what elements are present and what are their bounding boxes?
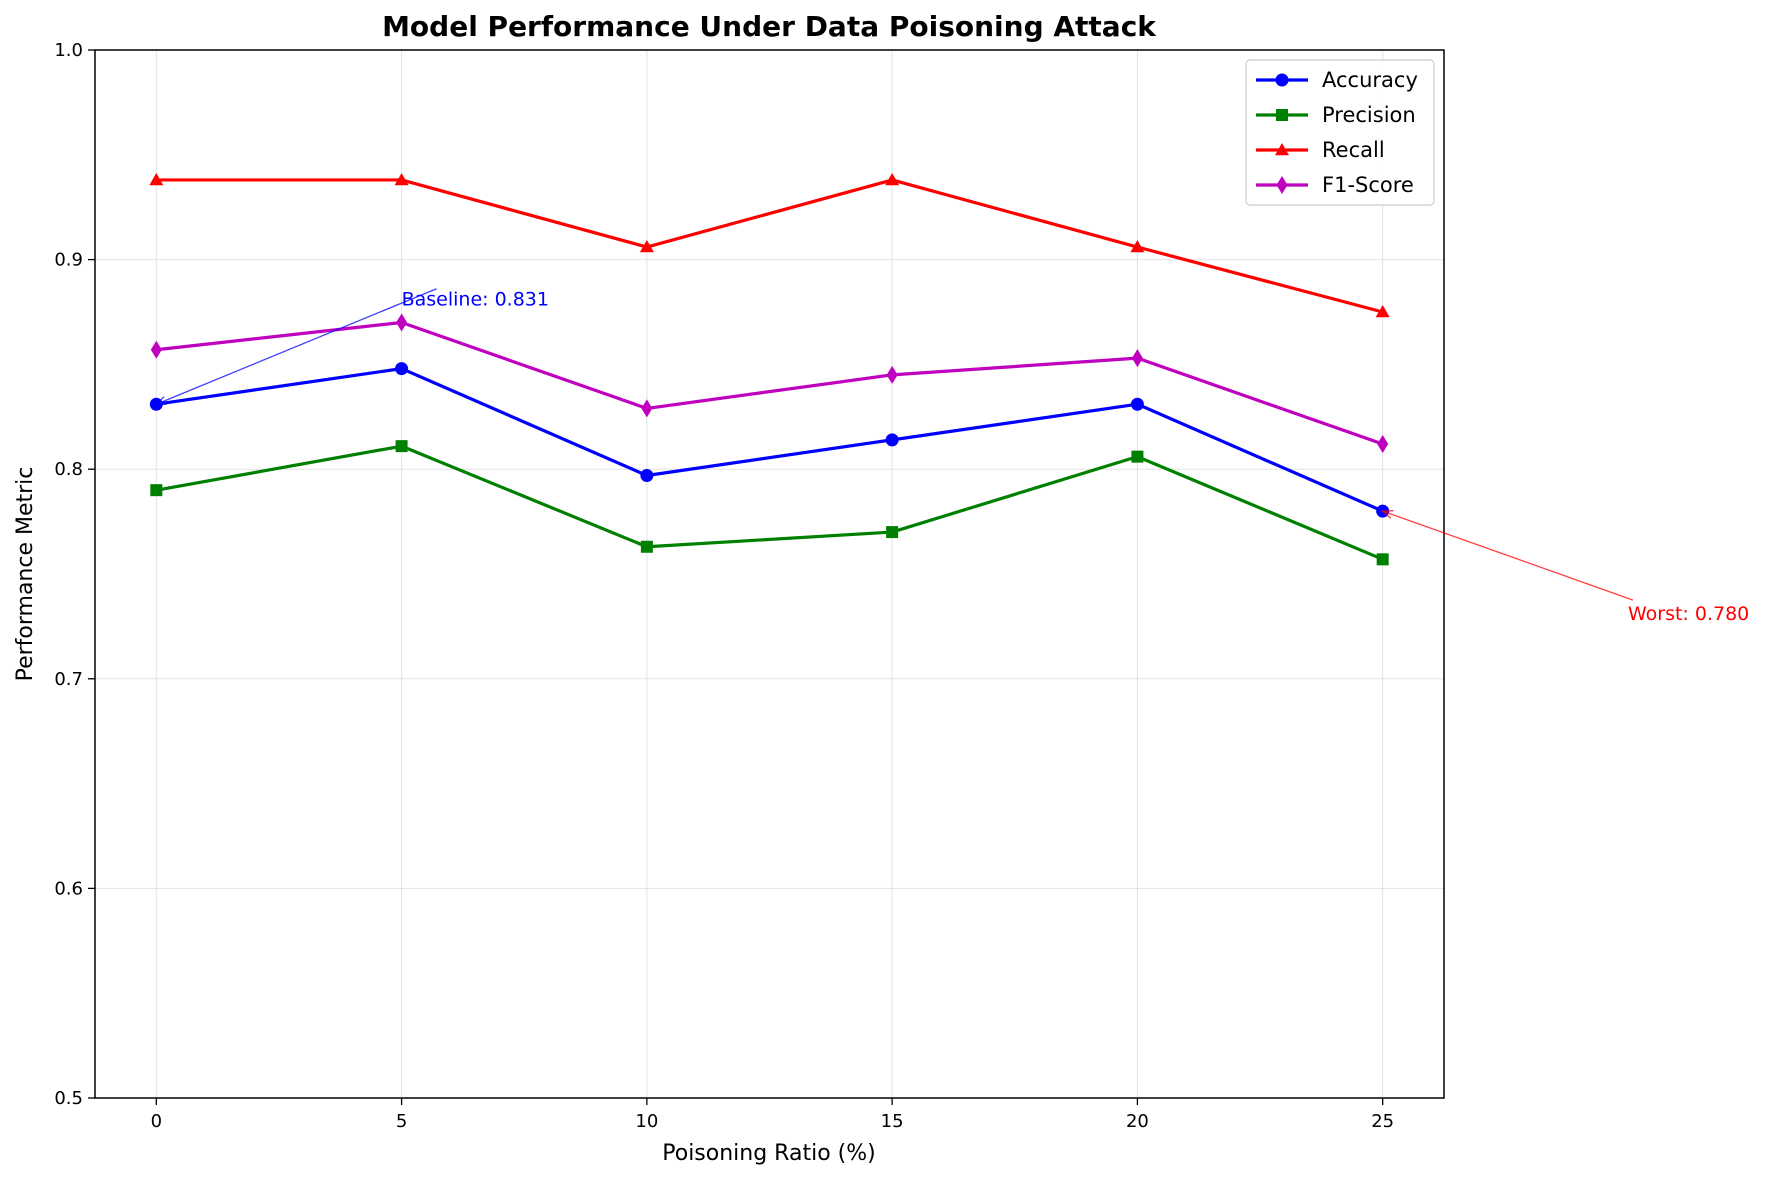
x-axis-label: Poisoning Ratio (%) [662,1141,875,1166]
legend-entry-recall: Recall [1256,138,1385,162]
data-point-recall [885,172,900,186]
data-point-accuracy [395,362,409,376]
legend-marker-precision [1276,109,1288,121]
plot-frame [94,49,1445,1099]
data-point-recall [394,172,409,186]
x-tick-label: 25 [1371,1111,1394,1132]
annotation-baseline-arrowhead [154,396,168,405]
legend-box [1245,59,1435,206]
series-line-precision [156,444,1384,561]
y-tick-label: 0.5 [54,1088,83,1109]
y-axis-label: Performance Metric [13,467,38,682]
data-point-precision [1131,450,1144,463]
data-point-f1-score [1377,435,1389,454]
annotation-baseline-arrow [156,288,437,405]
annotation-baseline: Baseline: 0.831 [154,288,549,405]
ticks: 0 5 10 15 20 25 0.5 0.6 0.7 0.8 0.9 1.0 [54,40,1394,1132]
series-line-accuracy [156,366,1384,513]
x-tick-label: 5 [396,1111,407,1132]
chart-title: Model Performance Under Data Poisoning A… [382,10,1157,43]
x-tick-label: 15 [881,1111,904,1132]
legend-entry-f1-score: F1-Score [1256,173,1414,197]
data-point-accuracy [885,433,899,447]
legend: Accuracy Precision Recall F1-Score [1245,59,1435,206]
annotation-worst-arrowhead [1381,510,1394,519]
legend-label-precision: Precision [1322,103,1416,127]
y-tick-label: 0.6 [54,878,83,899]
legend-marker-recall [1275,143,1289,156]
annotation-worst: Worst: 0.780 [1381,510,1749,625]
series-f1-score [150,313,1389,454]
legend-marker-accuracy [1275,73,1289,87]
annotation-worst-arrow [1382,510,1634,601]
series-precision [150,440,1389,566]
data-point-precision [640,540,653,553]
legend-label-recall: Recall [1322,138,1385,162]
data-point-f1-score [150,340,162,359]
data-point-recall [639,240,654,253]
x-tick-label: 10 [635,1111,658,1132]
legend-label-f1-score: F1-Score [1322,173,1414,197]
data-point-f1-score [641,399,653,418]
y-tick-label: 0.7 [54,669,83,690]
data-point-f1-score [396,313,408,332]
x-tick-label: 20 [1126,1111,1149,1132]
legend-entry-precision: Precision [1256,103,1416,127]
annotation-baseline-label: Baseline: 0.831 [402,289,549,311]
annotations: Baseline: 0.831 Worst: 0.780 [154,288,1749,625]
data-point-precision [395,440,408,453]
legend-marker-f1-score [1276,176,1288,194]
y-tick-label: 1.0 [54,40,83,61]
data-point-f1-score [1131,349,1143,368]
data-point-recall [1130,240,1145,253]
annotation-worst-label: Worst: 0.780 [1628,603,1749,625]
data-point-precision [150,484,163,497]
x-tick-label: 0 [151,1111,162,1132]
data-point-f1-score [886,365,898,384]
data-point-recall [1375,305,1390,318]
data-point-precision [1376,553,1389,566]
legend-entry-accuracy: Accuracy [1256,68,1418,92]
data-point-recall [149,172,164,186]
series-line-recall [156,178,1384,314]
series-recall [149,172,1390,318]
data-point-accuracy [640,468,654,482]
y-tick-label: 0.8 [54,459,83,480]
data-point-accuracy [1130,397,1144,411]
data-point-precision [886,526,899,539]
y-tick-label: 0.9 [54,250,83,271]
series-line-f1-score [156,320,1384,446]
legend-label-accuracy: Accuracy [1322,68,1418,92]
